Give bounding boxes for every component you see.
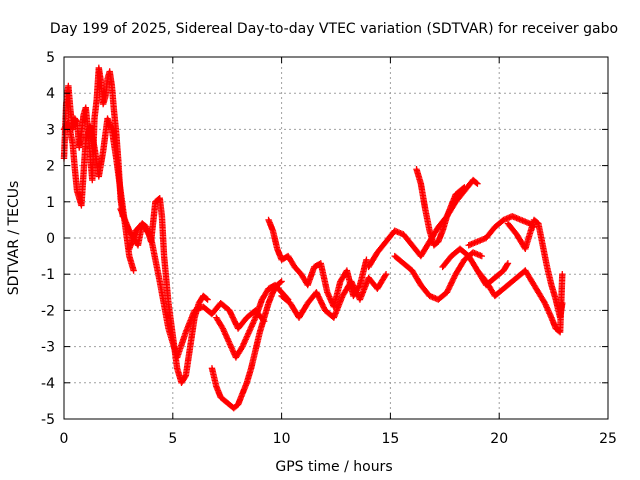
y-tick-label: -4 xyxy=(41,376,55,392)
x-tick-label: 15 xyxy=(381,431,399,447)
series-trace xyxy=(413,167,467,248)
series-4 xyxy=(126,220,268,361)
data-point xyxy=(226,339,233,347)
series-trace xyxy=(279,272,389,320)
chart-title: Day 199 of 2025, Sidereal Day-to-day VTE… xyxy=(50,21,618,37)
axis-ticks: 0 5 10 15 20 25 -5 -4 -3 -2 -1 0 1 2 3 4 5 xyxy=(41,50,617,447)
series-7 xyxy=(265,216,370,310)
x-tick-label: 10 xyxy=(273,431,291,447)
data-marks xyxy=(60,64,566,412)
y-tick-label: 4 xyxy=(46,86,55,102)
grid-lines xyxy=(64,57,608,419)
series-16 xyxy=(522,267,566,336)
series-trace xyxy=(213,282,291,360)
series-5 xyxy=(208,278,285,412)
series-2 xyxy=(60,115,137,274)
series-trace xyxy=(522,268,566,335)
x-tick-label: 20 xyxy=(490,431,508,447)
y-tick-label: -1 xyxy=(41,267,55,283)
series-trace xyxy=(126,221,267,360)
y-tick-label: 0 xyxy=(46,231,55,247)
y-tick-label: 1 xyxy=(46,195,55,211)
y-tick-label: 5 xyxy=(46,50,55,66)
y-tick-label: 2 xyxy=(46,159,55,175)
series-trace xyxy=(505,217,566,320)
series-trace xyxy=(209,279,284,411)
series-6 xyxy=(213,281,292,361)
y-tick-label: -2 xyxy=(41,303,55,319)
y-tick-label: -3 xyxy=(41,340,55,356)
series-8 xyxy=(278,271,390,321)
series-10 xyxy=(413,166,468,249)
series-trace xyxy=(475,268,528,299)
x-axis-label: GPS time / hours xyxy=(275,459,392,475)
x-tick-label: 25 xyxy=(599,431,617,447)
x-tick-label: 5 xyxy=(168,431,177,447)
x-tick-label: 0 xyxy=(60,431,69,447)
y-axis-label: SDTVAR / TECUs xyxy=(6,181,22,296)
y-tick-label: 3 xyxy=(46,122,55,138)
series-trace xyxy=(466,213,537,248)
series-15 xyxy=(504,216,566,321)
series-trace xyxy=(265,218,370,309)
y-tick-label: -5 xyxy=(41,412,55,428)
series-trace xyxy=(61,116,137,273)
series-13 xyxy=(474,267,529,300)
data-point xyxy=(245,328,253,336)
